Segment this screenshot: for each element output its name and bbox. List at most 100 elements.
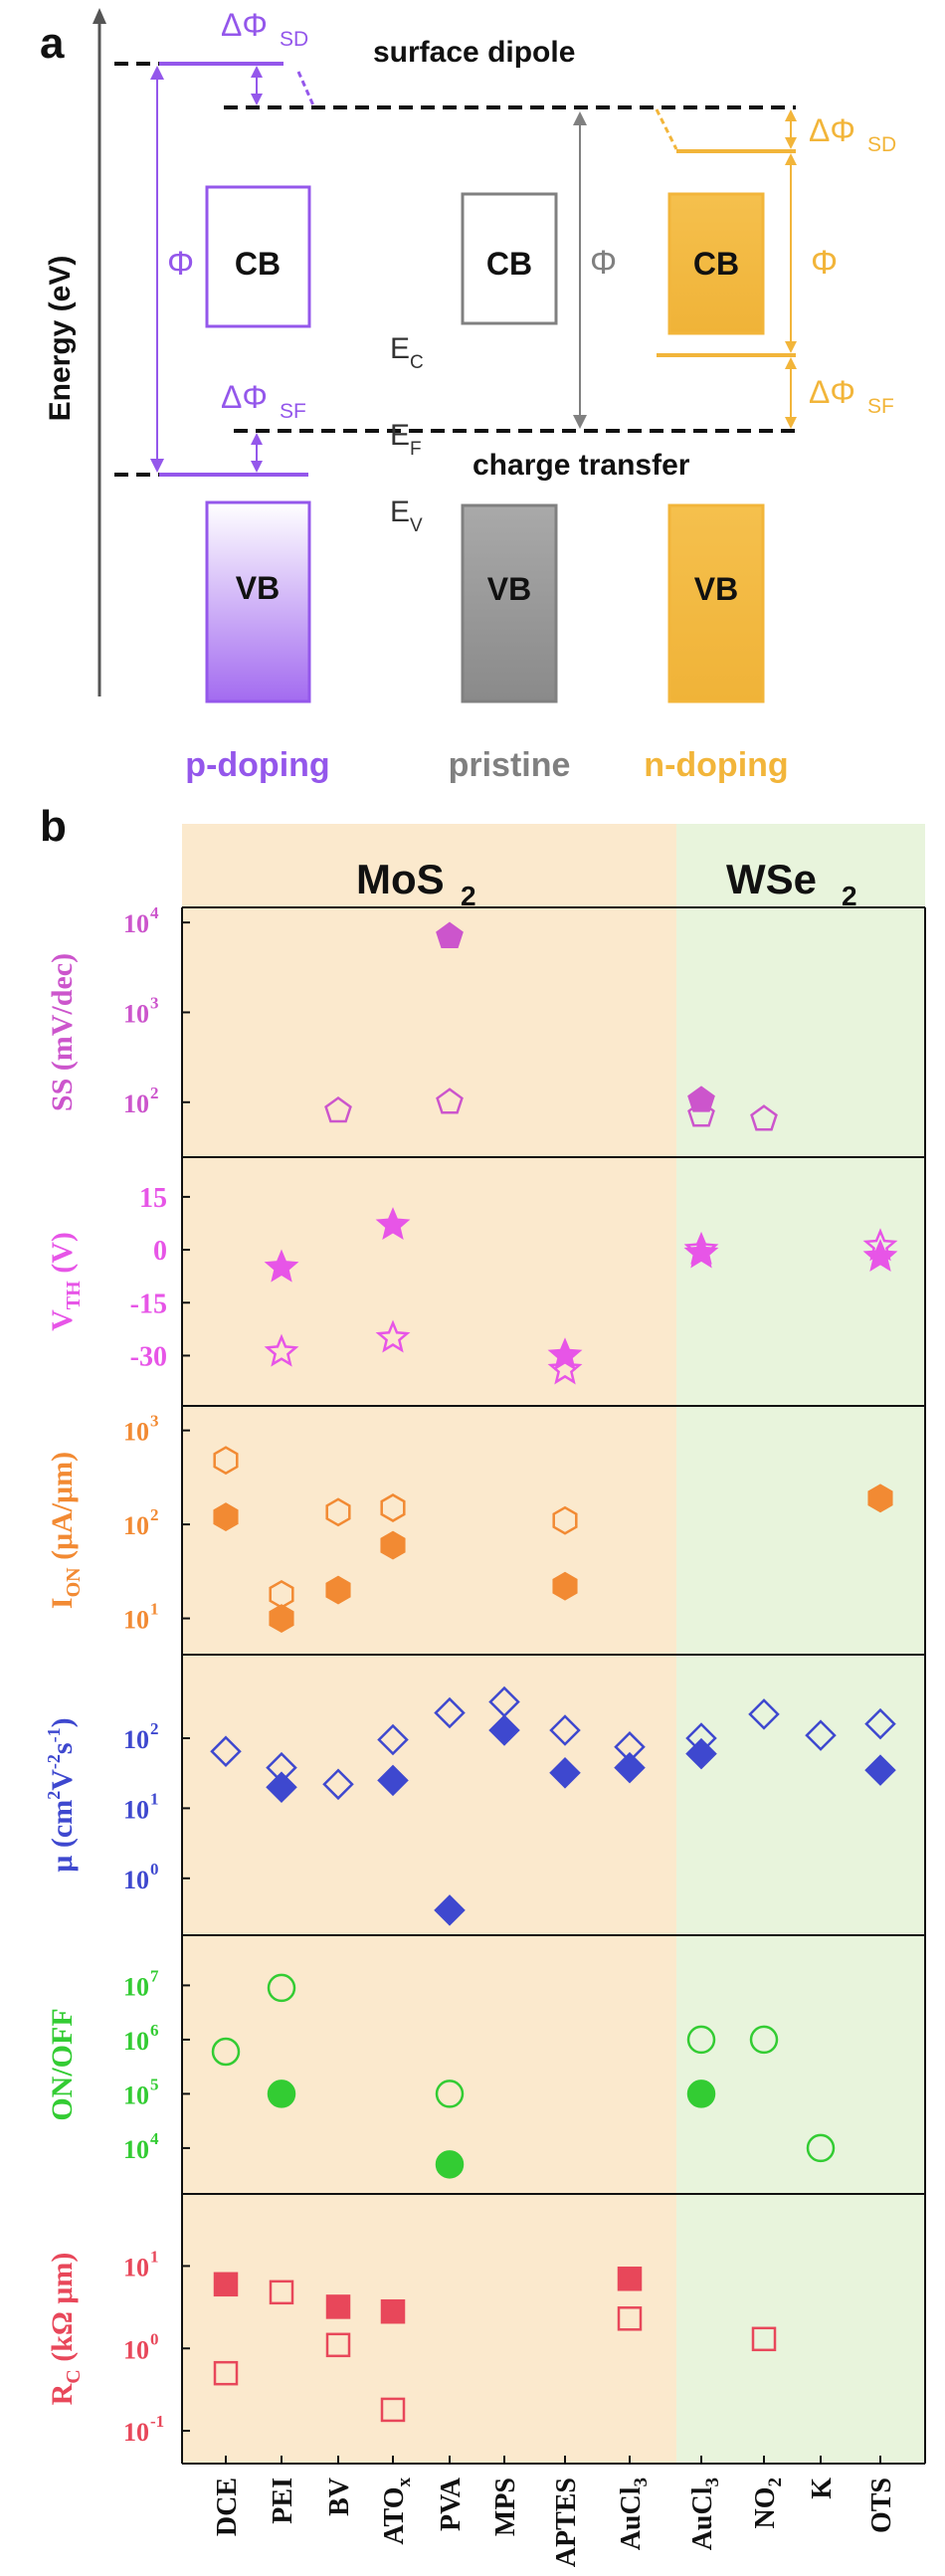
ef-label: E F bbox=[390, 419, 422, 460]
n-dsf-label: ΔΦ SF bbox=[809, 374, 894, 418]
open-square-marker bbox=[751, 2326, 777, 2352]
ev-label: E V bbox=[390, 495, 423, 536]
filled-hexagon-marker bbox=[552, 1571, 578, 1601]
y-axis-label: μ (cm2V-2s-1) bbox=[44, 1717, 79, 1872]
open-diamond-marker bbox=[266, 1751, 297, 1784]
filled-hexagon-marker bbox=[380, 1530, 406, 1560]
open-diamond-marker bbox=[685, 1722, 717, 1754]
filled-square-marker bbox=[617, 2267, 643, 2291]
x-tick-label: DCE bbox=[212, 2477, 243, 2536]
open-circle-marker bbox=[749, 2025, 779, 2055]
p-dsd-arrowhead-top bbox=[251, 66, 263, 78]
n-dsd-arrowhead-bottom bbox=[785, 137, 797, 149]
svg-text:ΔΦ: ΔΦ bbox=[809, 374, 855, 410]
charge-transfer-label: charge transfer bbox=[472, 449, 690, 482]
p-phi-label: Φ bbox=[167, 245, 194, 283]
ec-label: E C bbox=[390, 332, 424, 373]
mos2-background bbox=[182, 824, 676, 2464]
x-tick-label: OTS bbox=[866, 2477, 897, 2533]
filled-diamond-marker bbox=[488, 1714, 520, 1746]
x-tick-label: AuCl3 bbox=[687, 2477, 723, 2550]
filled-hexagon-marker bbox=[867, 1484, 893, 1513]
svg-text:E: E bbox=[390, 495, 410, 528]
pristine-phi-label: Φ bbox=[590, 244, 617, 282]
svg-text:V: V bbox=[410, 515, 423, 536]
filled-pentagon-marker bbox=[687, 1086, 715, 1112]
open-pentagon-marker bbox=[324, 1095, 352, 1123]
svg-text:F: F bbox=[410, 439, 422, 460]
x-tick-label: APTES bbox=[551, 2477, 582, 2567]
filled-pentagon-marker bbox=[436, 921, 464, 948]
y-tick-label: 10 bbox=[123, 2335, 149, 2364]
pristine-cb-label: CB bbox=[486, 246, 532, 282]
y-axis-label: ION (μA/μm) bbox=[46, 1452, 85, 1609]
svg-text:ΔΦ: ΔΦ bbox=[809, 112, 855, 148]
y-tick-exponent: -1 bbox=[150, 2412, 164, 2431]
open-hexagon-marker bbox=[552, 1505, 578, 1535]
x-tick-label: MPS bbox=[490, 2477, 521, 2536]
svg-text:MoS: MoS bbox=[356, 856, 445, 902]
n-dsd-label: ΔΦ SD bbox=[809, 112, 896, 156]
open-diamond-marker bbox=[805, 1719, 837, 1751]
filled-diamond-marker bbox=[614, 1751, 646, 1784]
x-tick-label: BV bbox=[324, 2477, 355, 2516]
p-dsf-arrowhead-bottom bbox=[251, 461, 263, 473]
pristine-phi-arrowhead-bottom bbox=[573, 415, 587, 429]
p-dsf-label: ΔΦ SF bbox=[221, 379, 306, 423]
open-diamond-marker bbox=[377, 1723, 409, 1756]
y-tick-exponent: 1 bbox=[150, 1789, 159, 1808]
n-cb-box bbox=[667, 192, 765, 335]
open-diamond-marker bbox=[322, 1768, 354, 1801]
svg-text:E: E bbox=[390, 419, 410, 452]
open-star-marker bbox=[683, 1231, 719, 1265]
filled-diamond-marker bbox=[434, 1894, 466, 1926]
y-tick-exponent: 4 bbox=[150, 903, 159, 922]
svg-text:WSe: WSe bbox=[726, 856, 817, 902]
y-tick-label: 10 bbox=[123, 1511, 149, 1540]
open-square-marker bbox=[325, 2332, 351, 2358]
y-tick-label: 15 bbox=[139, 1183, 167, 1214]
n-dsd-arrowhead-top bbox=[785, 109, 797, 121]
panel-a-band-diagram: a Energy (eV) CB bbox=[40, 7, 896, 784]
y-tick-exponent: 1 bbox=[150, 1600, 159, 1619]
p-cb-box bbox=[205, 185, 311, 328]
open-diamond-marker bbox=[210, 1735, 242, 1767]
filled-square-marker bbox=[325, 2294, 351, 2319]
y-tick-exponent: 2 bbox=[150, 1505, 159, 1524]
filled-diamond-marker bbox=[266, 1771, 297, 1803]
n-phi-arrowhead-top bbox=[785, 153, 797, 165]
y-axis-label: ON/OFF bbox=[46, 2008, 79, 2120]
y-tick-exponent: 4 bbox=[150, 2129, 159, 2148]
n-doping-label: n-doping bbox=[644, 746, 788, 784]
p-vb-label: VB bbox=[236, 570, 280, 606]
pristine-label: pristine bbox=[449, 746, 571, 784]
y-tick-exponent: 6 bbox=[150, 2021, 159, 2040]
n-doping-band: CB VB Φ ΔΦ SD ΔΦ SF n-doping bbox=[644, 108, 896, 784]
svg-text:Φ: Φ bbox=[811, 244, 838, 282]
p-vb-box bbox=[205, 500, 311, 703]
y-tick-label: 10 bbox=[123, 1795, 149, 1824]
pristine-band: CB VB Φ E C E F E V pristine bbox=[390, 111, 617, 784]
open-square-marker bbox=[380, 2397, 406, 2423]
p-dsf-arrowhead-top bbox=[251, 433, 263, 445]
x-tick-label: PVA bbox=[436, 2477, 467, 2531]
p-phi-arrowhead-bottom bbox=[150, 459, 164, 473]
y-axis-label: VTH (V) bbox=[46, 1232, 85, 1331]
svg-text:SF: SF bbox=[280, 400, 306, 423]
svg-text:ΔΦ: ΔΦ bbox=[221, 7, 268, 43]
panel-a-label: a bbox=[40, 19, 65, 68]
n-phi-arrowhead-bottom bbox=[785, 341, 797, 353]
n-vb-label: VB bbox=[694, 571, 738, 607]
pristine-vb-box bbox=[461, 503, 558, 703]
filled-hexagon-marker bbox=[325, 1575, 351, 1605]
y-tick-label: 10 bbox=[123, 1866, 149, 1894]
y-tick-exponent: 0 bbox=[150, 2329, 159, 2348]
open-diamond-marker bbox=[748, 1698, 780, 1730]
n-dsf-arrowhead-bottom bbox=[785, 417, 797, 429]
filled-circle-marker bbox=[435, 2150, 465, 2179]
open-hexagon-marker bbox=[325, 1497, 351, 1527]
